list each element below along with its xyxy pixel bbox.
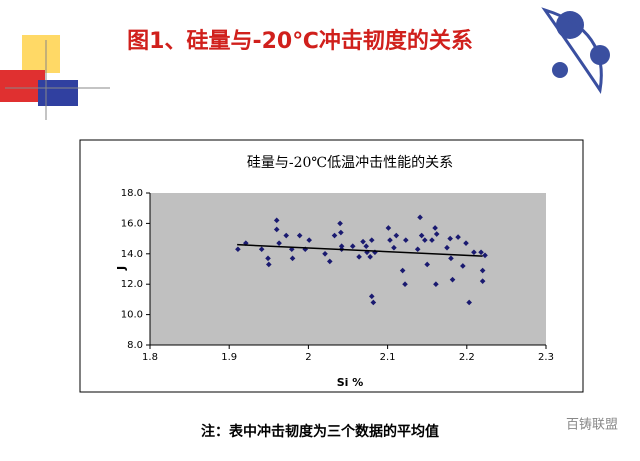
data-point	[368, 293, 375, 300]
data-point	[235, 246, 241, 253]
slide-title: 图1、硅量与-20℃冲击韧度的关系	[127, 28, 473, 54]
data-point	[402, 281, 408, 287]
data-point	[322, 251, 328, 257]
plot-area	[150, 193, 546, 345]
y-tick-label: 16.0	[121, 218, 143, 229]
data-point	[393, 232, 400, 239]
data-point	[356, 254, 362, 260]
data-point	[302, 246, 309, 253]
chart-title: 硅量与-20℃低温冲击性能的关系	[247, 155, 453, 171]
data-point	[432, 225, 438, 231]
data-point	[479, 267, 486, 274]
data-point	[258, 246, 265, 253]
data-point	[447, 235, 453, 242]
data-point	[444, 244, 450, 251]
y-tick-label: 18.0	[121, 188, 143, 199]
data-point	[370, 299, 377, 306]
data-point	[387, 237, 393, 243]
deco-square	[0, 70, 45, 102]
data-point	[367, 254, 373, 260]
data-point	[306, 237, 312, 243]
data-point	[276, 240, 282, 246]
data-point	[471, 249, 477, 256]
data-point	[360, 238, 366, 245]
data-point	[478, 249, 484, 256]
data-point	[331, 232, 338, 239]
watermark: 百铸联盟	[566, 417, 618, 433]
data-point	[455, 234, 461, 240]
x-tick-label: 1.8	[142, 352, 158, 363]
data-point	[414, 246, 421, 253]
data-point	[479, 278, 486, 284]
note: 注：表中冲击韧度为三个数据的平均值	[201, 423, 439, 440]
data-point	[385, 225, 392, 231]
data-point	[391, 244, 397, 251]
y-tick-label: 14.0	[121, 249, 143, 260]
x-tick-label: 2.3	[538, 352, 554, 363]
data-point	[273, 226, 280, 233]
x-axis-label: Si %	[337, 376, 364, 389]
data-point	[429, 237, 435, 243]
data-point	[326, 258, 333, 265]
data-point	[403, 237, 409, 243]
data-point	[338, 229, 344, 236]
data-point	[433, 281, 439, 287]
data-point	[363, 243, 370, 249]
x-tick-label: 2.2	[459, 352, 475, 363]
x-tick-label: 1.9	[221, 352, 237, 363]
data-point	[265, 255, 271, 262]
data-point	[482, 252, 488, 259]
data-point	[368, 237, 375, 243]
y-axis-label: J	[115, 266, 128, 271]
x-tick-label: 2	[305, 352, 311, 363]
data-point	[338, 243, 345, 249]
data-point	[418, 232, 425, 239]
data-point	[417, 214, 423, 221]
data-point	[433, 231, 440, 237]
data-point	[399, 267, 406, 274]
y-tick-label: 10.0	[121, 310, 143, 321]
data-point	[466, 299, 472, 306]
y-tick-label: 8.0	[127, 340, 143, 351]
deco-square	[22, 35, 60, 73]
data-point	[337, 220, 343, 227]
data-point	[283, 232, 290, 239]
x-tick-label: 2.1	[380, 352, 396, 363]
data-point	[266, 261, 272, 268]
data-point	[463, 240, 469, 246]
deco-square	[38, 80, 78, 106]
floral-decoration	[541, 7, 610, 94]
data-point	[288, 246, 295, 253]
data-point	[448, 255, 454, 262]
data-point	[460, 263, 466, 269]
data-point	[296, 232, 303, 239]
data-point	[422, 237, 428, 243]
y-tick-label: 12.0	[121, 279, 143, 290]
data-point	[424, 261, 430, 268]
data-point	[289, 255, 296, 262]
data-point	[273, 217, 280, 224]
data-point	[349, 243, 356, 249]
trendline	[237, 243, 483, 257]
data-point	[449, 276, 456, 283]
